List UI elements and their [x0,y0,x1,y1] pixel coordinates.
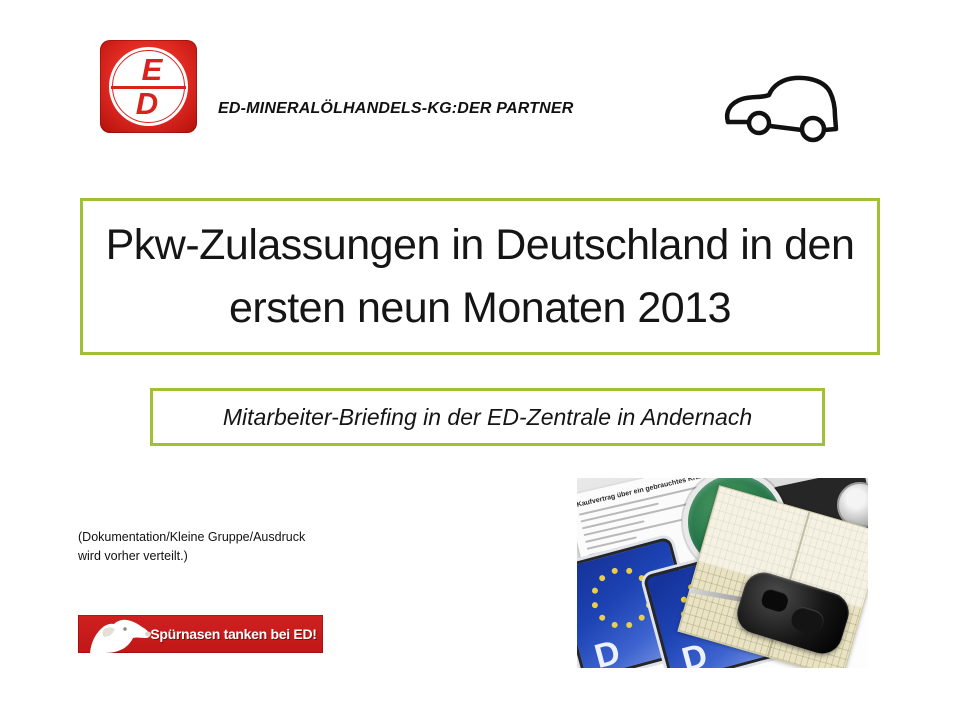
ed-logo-letter-d: D [135,86,158,121]
note-line-1: (Dokumentation/Kleine Gruppe/Ausdruck [78,530,306,544]
ed-logo-letter-e: E [141,52,163,87]
banner-slogan: Spürnasen tanken bei ED! [150,626,317,642]
ed-logo-divider [111,85,186,89]
brand-tagline: ED-MINERALÖLHANDELS-KG:DER PARTNER [218,100,574,117]
car-icon [724,75,839,143]
slide-title: Pkw-Zulassungen in Deutschland in den er… [106,214,855,339]
note-line-2: wird vorher verteilt.) [78,548,188,563]
ed-logo: E D [100,40,197,133]
ed-ad-banner: Spürnasen tanken bei ED! [78,615,323,653]
car-registration-photo: Kaufvertrag über ein gebrauchtes Kraftf … [577,478,868,668]
title-line-2: ersten neun Monaten 2013 [228,283,732,332]
key-button [759,586,791,614]
ed-logo-circle: E D [109,47,188,126]
handout-note: (Dokumentation/Kleine Gruppe/Ausdruck wi… [78,528,305,566]
title-box: Pkw-Zulassungen in Deutschland in den er… [80,198,880,355]
subtitle-box: Mitarbeiter-Briefing in der ED-Zentrale … [150,388,825,446]
dog-icon [90,619,151,653]
key-button [788,604,827,637]
title-line-1: Pkw-Zulassungen in Deutschland in den [105,221,855,270]
slide-subtitle: Mitarbeiter-Briefing in der ED-Zentrale … [222,403,753,430]
